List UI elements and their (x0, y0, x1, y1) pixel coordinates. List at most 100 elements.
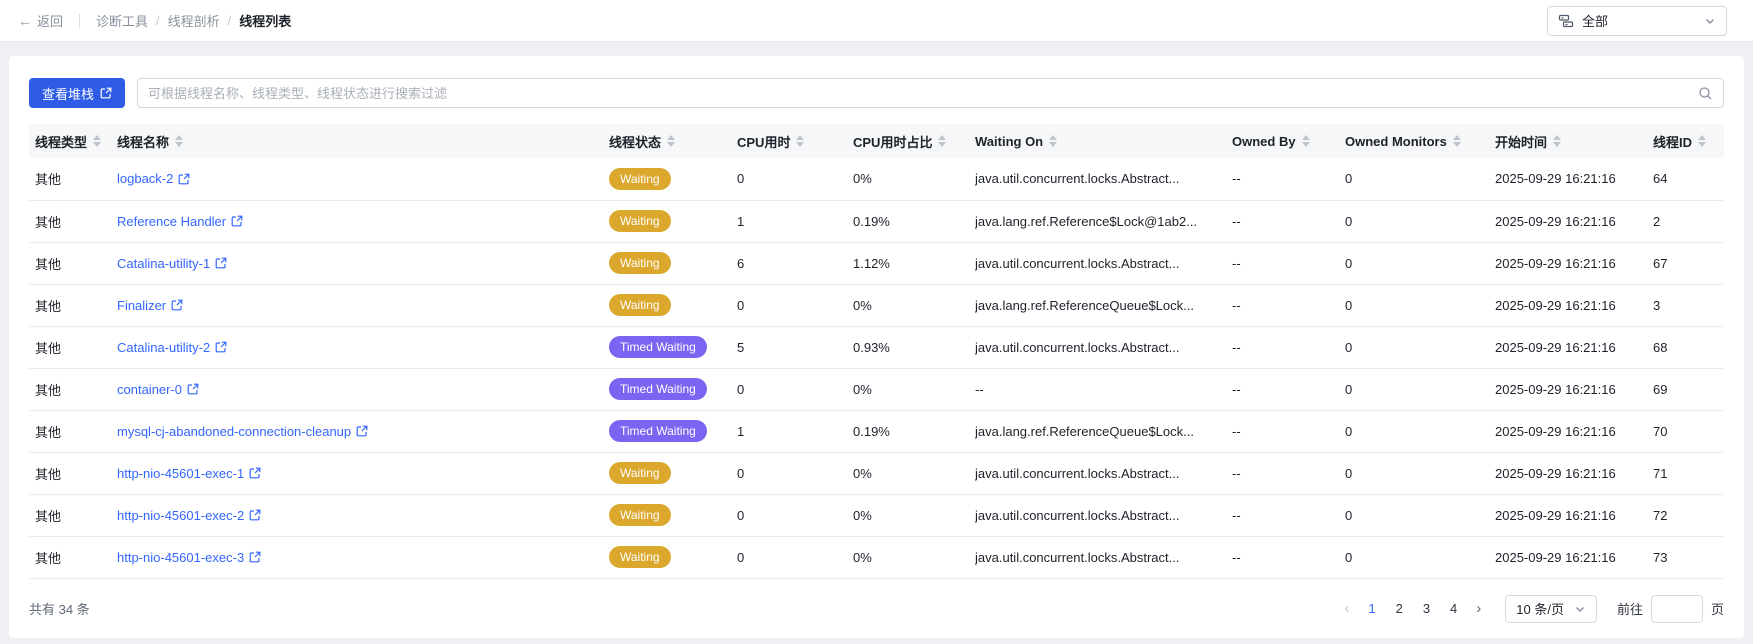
view-stack-button[interactable]: 查看堆栈 (29, 78, 126, 108)
thread-name-link[interactable]: logback-2 (117, 171, 190, 186)
pagination-prev-button[interactable]: ‹ (1338, 598, 1355, 619)
cell-cpu-time: 6 (737, 242, 853, 285)
cell-cpu-time: 0 (737, 536, 853, 579)
cell-cpu-pct: 0% (853, 452, 975, 495)
sort-carets-icon[interactable] (667, 135, 676, 147)
goto-page: 前往 页 (1616, 594, 1724, 623)
thread-name-link[interactable]: http-nio-45601-exec-1 (117, 466, 261, 481)
cell-thread-id: 64 (1653, 158, 1724, 201)
cell-start-time: 2025-09-29 16:21:16 (1495, 158, 1653, 201)
status-badge: Waiting (609, 294, 671, 316)
cell-thread-status: Waiting (609, 452, 737, 495)
chevron-down-icon (1574, 603, 1586, 615)
goto-page-input[interactable] (1650, 594, 1703, 623)
column-header[interactable]: 线程名称 (117, 124, 609, 158)
pagination-page-button[interactable]: 3 (1416, 598, 1437, 619)
cell-cpu-pct: 0.19% (853, 410, 975, 453)
search-icon[interactable] (1698, 86, 1713, 101)
cell-owned-by: -- (1232, 536, 1345, 579)
breadcrumb-item-tools[interactable]: 诊断工具 (96, 14, 149, 29)
breadcrumb-item-thread-profile[interactable]: 线程剖析 (167, 14, 220, 29)
cell-cpu-time: 1 (737, 200, 853, 243)
thread-name-link[interactable]: mysql-cj-abandoned-connection-cleanup (117, 424, 368, 439)
sort-carets-icon[interactable] (796, 135, 805, 147)
column-header[interactable]: CPU用时 (737, 124, 853, 158)
cell-cpu-time: 0 (737, 368, 853, 411)
thread-name-link[interactable]: Finalizer (117, 298, 183, 313)
sort-carets-icon[interactable] (1698, 135, 1707, 147)
cell-thread-status: Waiting (609, 158, 737, 201)
sort-carets-icon[interactable] (938, 135, 947, 147)
table-row: 其他 http-nio-45601-exec-3 Waiting 0 0% ja… (29, 536, 1724, 579)
cell-cpu-pct: 0.93% (853, 326, 975, 369)
cell-owned-monitors: 0 (1345, 158, 1495, 201)
cell-cpu-time: 0 (737, 494, 853, 537)
search-input[interactable] (148, 85, 1698, 101)
cell-owned-monitors: 0 (1345, 536, 1495, 579)
column-header[interactable]: Waiting On (975, 124, 1232, 158)
pagination-page-button[interactable]: 2 (1389, 598, 1410, 619)
page-size-value: 10 条/页 (1516, 602, 1564, 617)
cell-thread-type: 其他 (29, 326, 117, 369)
cell-owned-monitors: 0 (1345, 326, 1495, 369)
breadcrumb-separator: / (227, 13, 232, 28)
thread-name-link[interactable]: Catalina-utility-1 (117, 256, 227, 271)
column-header[interactable]: 线程状态 (609, 124, 737, 158)
instance-selector[interactable]: 全部 (1547, 5, 1727, 36)
cell-thread-name: Finalizer (117, 284, 609, 327)
cell-thread-status: Timed Waiting (609, 410, 737, 453)
thread-name-link[interactable]: http-nio-45601-exec-3 (117, 550, 261, 565)
pagination: ‹ 1 2 3 4 › 10 条/页 前往 页 (1338, 594, 1724, 623)
column-header[interactable]: Owned By (1232, 124, 1345, 158)
cell-thread-status: Waiting (609, 536, 737, 579)
goto-label: 前往 (1616, 602, 1643, 617)
cell-cpu-pct: 0.19% (853, 200, 975, 243)
sort-carets-icon[interactable] (1301, 135, 1310, 147)
sort-carets-icon[interactable] (1553, 135, 1562, 147)
thread-name-link[interactable]: Reference Handler (117, 214, 243, 229)
external-link-icon (249, 551, 261, 563)
cell-thread-name: Catalina-utility-1 (117, 242, 609, 285)
cell-thread-name: logback-2 (117, 158, 609, 201)
page-size-selector[interactable]: 10 条/页 (1505, 594, 1597, 623)
column-header[interactable]: 线程ID (1653, 124, 1724, 158)
thread-name-link[interactable]: container-0 (117, 382, 199, 397)
cell-waiting-on: java.lang.ref.ReferenceQueue$Lock... (975, 410, 1232, 453)
pagination-page-button[interactable]: 1 (1361, 598, 1382, 619)
cell-cpu-time: 0 (737, 284, 853, 327)
table-row: 其他 logback-2 Waiting 0 0% java.util.conc… (29, 158, 1724, 201)
goto-unit: 页 (1710, 602, 1724, 617)
sort-carets-icon[interactable] (175, 135, 184, 147)
pagination-next-button[interactable]: › (1470, 598, 1487, 619)
total-count-label: 共有 34 条 (29, 602, 90, 617)
cell-waiting-on: java.util.concurrent.locks.Abstract... (975, 536, 1232, 579)
column-header[interactable]: Owned Monitors (1345, 124, 1495, 158)
column-header[interactable]: 线程类型 (29, 124, 117, 158)
thread-name-link[interactable]: http-nio-45601-exec-2 (117, 508, 261, 523)
status-badge: Waiting (609, 167, 671, 190)
table-header-row: 线程类型 线程名称 线程状态 CPU用时 (29, 124, 1724, 158)
cell-owned-by: -- (1232, 410, 1345, 453)
cell-thread-id: 70 (1653, 410, 1724, 453)
sort-carets-icon[interactable] (1049, 135, 1058, 147)
pagination-page-button[interactable]: 4 (1443, 598, 1464, 619)
sort-carets-icon[interactable] (1452, 135, 1461, 147)
column-header[interactable]: 开始时间 (1495, 124, 1653, 158)
chevron-down-icon (1704, 15, 1716, 27)
status-badge: Waiting (609, 462, 671, 484)
cell-owned-monitors: 0 (1345, 368, 1495, 411)
cell-thread-id: 3 (1653, 284, 1724, 327)
table-row: 其他 container-0 Timed Waiting 0 0% -- -- … (29, 368, 1724, 411)
table-row: 其他 Catalina-utility-2 Timed Waiting 5 0.… (29, 326, 1724, 369)
cell-thread-type: 其他 (29, 284, 117, 327)
cell-thread-status: Waiting (609, 494, 737, 537)
thread-name-link[interactable]: Catalina-utility-2 (117, 340, 227, 355)
cell-cpu-time: 0 (737, 158, 853, 201)
sort-carets-icon[interactable] (93, 135, 102, 147)
cell-thread-name: Catalina-utility-2 (117, 326, 609, 369)
column-header[interactable]: CPU用时占比 (853, 124, 975, 158)
back-button[interactable]: ← 返回 (18, 11, 63, 30)
table-row: 其他 Finalizer Waiting 0 0% java.lang.ref.… (29, 284, 1724, 327)
cell-waiting-on: java.util.concurrent.locks.Abstract... (975, 158, 1232, 201)
cell-thread-id: 69 (1653, 368, 1724, 411)
